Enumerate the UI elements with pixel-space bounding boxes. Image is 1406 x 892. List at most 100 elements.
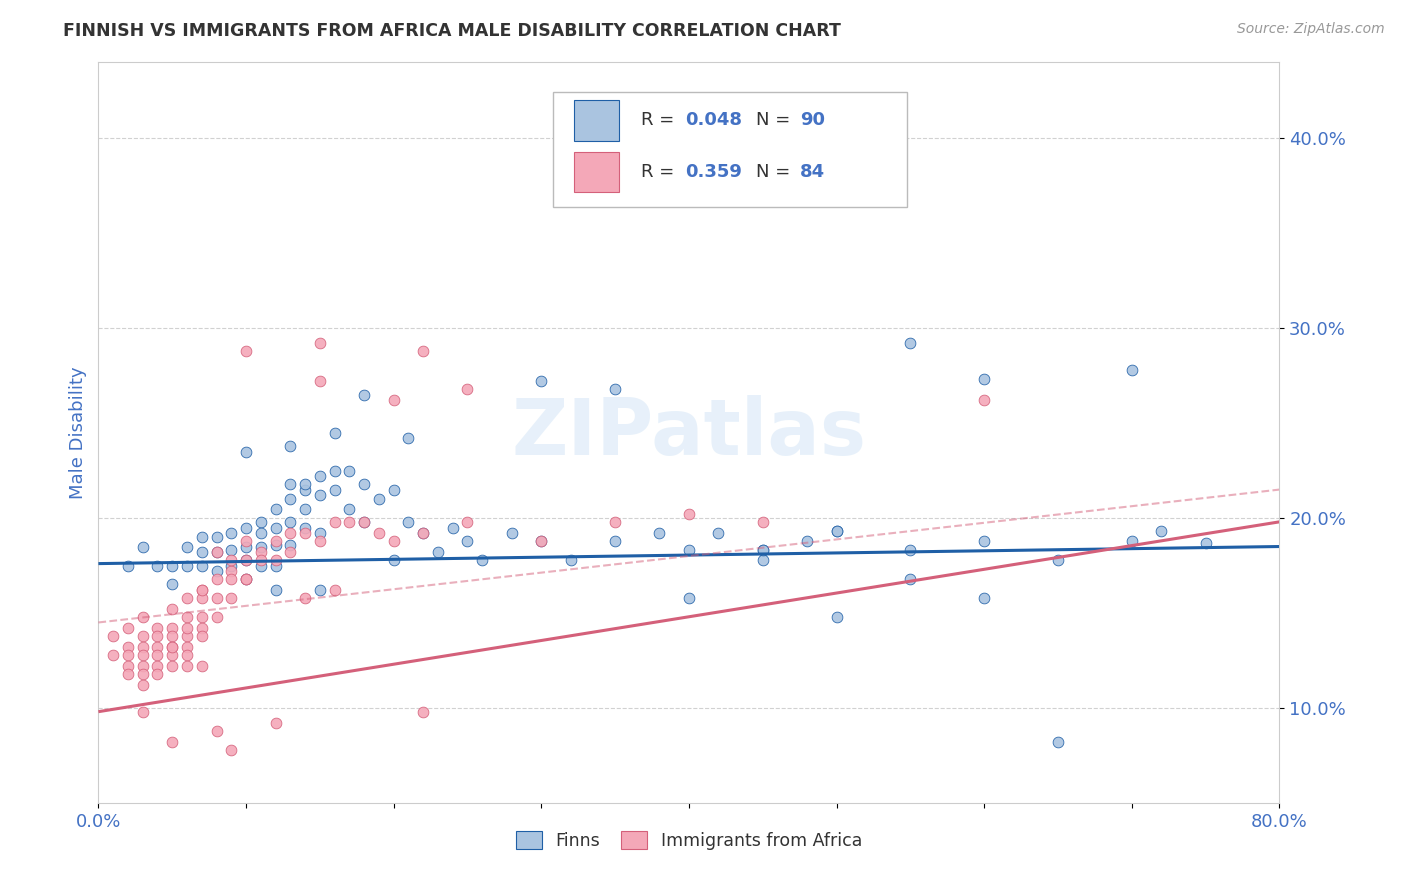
Point xyxy=(323,583,346,598)
Point xyxy=(294,483,316,497)
Point xyxy=(457,533,479,548)
Point xyxy=(132,705,155,719)
Point xyxy=(382,553,405,567)
Point xyxy=(221,564,243,578)
Point xyxy=(752,543,775,558)
Point xyxy=(796,533,818,548)
Point xyxy=(382,533,405,548)
Point xyxy=(103,648,125,662)
Text: ZIPatlas: ZIPatlas xyxy=(512,394,866,471)
Point xyxy=(368,491,391,506)
Point xyxy=(339,464,361,478)
Point xyxy=(264,520,287,534)
Point xyxy=(605,382,627,396)
Point xyxy=(235,343,257,358)
Point xyxy=(205,530,228,544)
Point xyxy=(707,526,730,541)
Point xyxy=(146,659,169,673)
Point xyxy=(176,648,198,662)
Point xyxy=(205,564,228,578)
Point xyxy=(250,540,273,554)
Point xyxy=(162,735,183,749)
Point xyxy=(309,488,332,502)
Point xyxy=(191,530,214,544)
Point xyxy=(191,545,214,559)
Point xyxy=(309,469,332,483)
Point xyxy=(280,476,302,491)
Point xyxy=(146,666,169,681)
Text: FINNISH VS IMMIGRANTS FROM AFRICA MALE DISABILITY CORRELATION CHART: FINNISH VS IMMIGRANTS FROM AFRICA MALE D… xyxy=(63,22,841,40)
Point xyxy=(162,629,183,643)
Point xyxy=(250,558,273,573)
Point xyxy=(280,538,302,552)
Point xyxy=(900,543,922,558)
Point xyxy=(280,439,302,453)
Point xyxy=(323,515,346,529)
Text: R =: R = xyxy=(641,163,679,181)
Point xyxy=(412,343,434,358)
Point xyxy=(221,526,243,541)
Point xyxy=(368,526,391,541)
Point xyxy=(162,577,183,591)
Point xyxy=(162,640,183,654)
Point xyxy=(412,705,434,719)
Point xyxy=(471,553,494,567)
Point xyxy=(530,375,553,389)
Point xyxy=(132,666,155,681)
Point xyxy=(235,553,257,567)
Point xyxy=(176,558,198,573)
Point xyxy=(264,716,287,731)
Point xyxy=(560,553,582,567)
Point xyxy=(117,640,139,654)
Point xyxy=(280,491,302,506)
Text: 0.048: 0.048 xyxy=(685,112,742,129)
Point xyxy=(973,591,995,605)
Legend: Finns, Immigrants from Africa: Finns, Immigrants from Africa xyxy=(509,824,869,857)
Point xyxy=(117,666,139,681)
Point xyxy=(280,545,302,559)
Point xyxy=(605,515,627,529)
Point xyxy=(323,425,346,440)
Point xyxy=(264,538,287,552)
Point xyxy=(235,572,257,586)
Point xyxy=(900,572,922,586)
Point xyxy=(353,387,375,401)
Point xyxy=(294,520,316,534)
Point xyxy=(900,336,922,351)
Point xyxy=(530,533,553,548)
Point xyxy=(530,533,553,548)
Point xyxy=(132,659,155,673)
Point xyxy=(176,640,198,654)
Point xyxy=(339,501,361,516)
FancyBboxPatch shape xyxy=(575,100,619,141)
Point xyxy=(162,602,183,616)
Point xyxy=(825,524,848,539)
Point xyxy=(250,553,273,567)
Point xyxy=(191,583,214,598)
Text: Source: ZipAtlas.com: Source: ZipAtlas.com xyxy=(1237,22,1385,37)
Point xyxy=(382,393,405,408)
Point xyxy=(323,464,346,478)
Point xyxy=(103,629,125,643)
Point xyxy=(323,483,346,497)
Point xyxy=(752,515,775,529)
Point xyxy=(1046,735,1070,749)
Point xyxy=(339,515,361,529)
Point xyxy=(221,591,243,605)
Point xyxy=(605,533,627,548)
Point xyxy=(162,659,183,673)
Point xyxy=(146,640,169,654)
Point xyxy=(264,501,287,516)
Point xyxy=(678,543,700,558)
Point xyxy=(501,526,523,541)
Point xyxy=(235,553,257,567)
Point xyxy=(235,533,257,548)
Point xyxy=(117,621,139,635)
FancyBboxPatch shape xyxy=(575,152,619,193)
Point xyxy=(973,372,995,386)
Point xyxy=(973,393,995,408)
Point xyxy=(1195,535,1218,549)
Text: R =: R = xyxy=(641,112,679,129)
Point xyxy=(176,659,198,673)
Point xyxy=(221,572,243,586)
